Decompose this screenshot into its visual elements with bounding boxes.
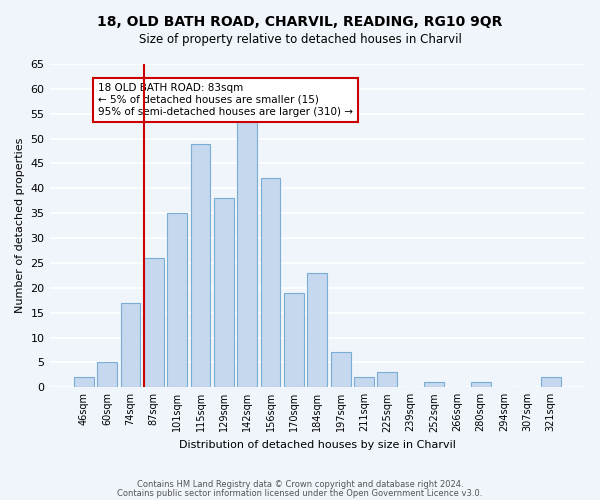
Bar bbox=[238, 118, 257, 388]
Bar bbox=[471, 382, 491, 388]
Bar bbox=[74, 378, 94, 388]
Text: 18, OLD BATH ROAD, CHARVIL, READING, RG10 9QR: 18, OLD BATH ROAD, CHARVIL, READING, RG1… bbox=[97, 15, 503, 29]
Bar bbox=[377, 372, 397, 388]
Bar bbox=[97, 362, 117, 388]
Text: Contains public sector information licensed under the Open Government Licence v3: Contains public sector information licen… bbox=[118, 488, 482, 498]
Bar bbox=[307, 273, 327, 388]
Bar bbox=[167, 213, 187, 388]
Bar bbox=[214, 198, 234, 388]
Bar bbox=[331, 352, 350, 388]
Bar bbox=[121, 302, 140, 388]
Bar bbox=[354, 378, 374, 388]
Bar bbox=[424, 382, 444, 388]
Bar bbox=[541, 378, 560, 388]
Text: Contains HM Land Registry data © Crown copyright and database right 2024.: Contains HM Land Registry data © Crown c… bbox=[137, 480, 463, 489]
X-axis label: Distribution of detached houses by size in Charvil: Distribution of detached houses by size … bbox=[179, 440, 456, 450]
Bar bbox=[284, 293, 304, 388]
Bar bbox=[260, 178, 280, 388]
Y-axis label: Number of detached properties: Number of detached properties bbox=[15, 138, 25, 314]
Text: 18 OLD BATH ROAD: 83sqm
← 5% of detached houses are smaller (15)
95% of semi-det: 18 OLD BATH ROAD: 83sqm ← 5% of detached… bbox=[98, 84, 353, 116]
Bar bbox=[144, 258, 164, 388]
Bar bbox=[191, 144, 211, 388]
Text: Size of property relative to detached houses in Charvil: Size of property relative to detached ho… bbox=[139, 32, 461, 46]
